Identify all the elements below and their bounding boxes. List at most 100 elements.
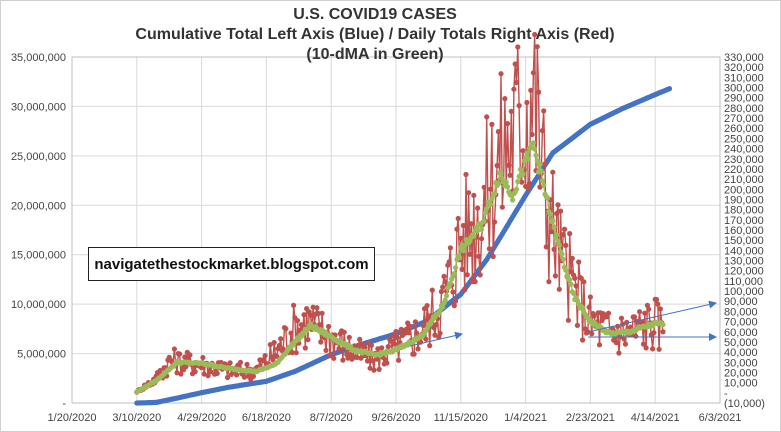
left-tick-label: 15,000,000 [11, 250, 66, 262]
data-point [354, 354, 360, 360]
data-point [462, 243, 468, 249]
data-point [519, 179, 525, 185]
data-point [556, 242, 562, 248]
data-point [305, 337, 311, 343]
right-tick-label: 190,000 [724, 194, 764, 206]
data-point [267, 342, 273, 348]
data-point [323, 347, 329, 353]
data-point [552, 273, 559, 279]
data-point [643, 345, 649, 351]
right-tick-label: 270,000 [724, 113, 764, 125]
data-point [414, 330, 420, 336]
right-tick-label: 220,000 [724, 164, 764, 176]
data-point [481, 218, 487, 224]
series-1 [134, 31, 666, 395]
data-point [513, 186, 520, 192]
data-point [488, 186, 494, 192]
data-point [503, 179, 509, 185]
data-point [533, 152, 539, 158]
data-point [237, 359, 244, 365]
data-point [530, 140, 537, 146]
data-point [530, 70, 537, 76]
data-point [513, 79, 520, 86]
plot-area-border [71, 56, 721, 404]
data-point [656, 346, 662, 352]
data-point [637, 309, 643, 315]
data-point [525, 185, 531, 191]
left-axis-ticks: - 5,000,000 10,000,000 15,000,000 20,000,000… [11, 52, 66, 410]
data-point [567, 277, 573, 283]
data-point [315, 310, 321, 317]
data-point [569, 255, 575, 261]
data-point [502, 96, 508, 102]
x-tick-label: 2/23/2021 [566, 412, 615, 424]
right-tick-label: 80,000 [724, 306, 758, 318]
data-point [276, 342, 282, 349]
data-point [515, 44, 521, 50]
data-point [192, 369, 198, 375]
data-point [574, 322, 581, 328]
data-point [453, 298, 459, 304]
data-point [367, 365, 373, 371]
data-point [524, 150, 530, 156]
data-point [396, 357, 402, 363]
data-point [270, 357, 276, 363]
right-tick-label: 90,000 [724, 296, 758, 308]
data-point [326, 323, 332, 330]
data-point [560, 256, 566, 262]
data-point [446, 259, 452, 265]
right-tick-label: 110,000 [724, 276, 763, 288]
right-tick-label: 100,000 [724, 286, 764, 298]
data-point [271, 339, 277, 346]
data-point [563, 267, 569, 273]
data-point [364, 358, 371, 364]
data-point [301, 312, 307, 318]
data-point [385, 344, 391, 350]
right-tick-label: 160,000 [724, 225, 764, 237]
x-tick-label: 9/26/2020 [372, 412, 421, 424]
data-point [462, 287, 468, 293]
x-tick-label: 4/14/2021 [631, 412, 680, 424]
left-tick-label: 35,000,000 [11, 52, 66, 64]
data-point [657, 306, 664, 312]
data-point [660, 322, 666, 328]
data-point [443, 293, 450, 299]
data-point [526, 180, 533, 186]
left-tick-label: 20,000,000 [11, 200, 66, 212]
data-point [466, 190, 472, 196]
data-point [291, 302, 297, 308]
right-tick-label: 70,000 [724, 317, 758, 329]
data-point [631, 314, 638, 320]
x-tick-label: 3/10/2020 [112, 412, 161, 424]
x-tick-label: 1/4/2021 [504, 412, 547, 424]
data-point [651, 330, 657, 336]
data-point [467, 251, 473, 257]
trend-arrow [587, 300, 717, 333]
data-point [346, 334, 352, 340]
data-point [201, 371, 207, 377]
data-point [541, 182, 547, 188]
data-point [484, 114, 490, 120]
data-point [517, 166, 524, 172]
data-point [384, 360, 390, 366]
data-point [567, 231, 573, 237]
data-point [478, 236, 485, 242]
data-point [551, 224, 557, 230]
data-point [508, 108, 514, 114]
data-point [580, 304, 586, 311]
data-point [371, 367, 377, 373]
data-point [454, 226, 460, 232]
data-point [499, 204, 505, 210]
data-point [525, 156, 531, 162]
right-tick-label: 260,000 [724, 123, 764, 135]
left-tick-label: 25,000,000 [11, 151, 66, 163]
right-tick-label: (10,000) [724, 398, 765, 410]
data-point [460, 248, 466, 254]
data-point [543, 244, 549, 250]
data-point [310, 304, 316, 310]
data-point [561, 226, 568, 232]
data-point [244, 361, 250, 367]
data-point [460, 222, 466, 229]
data-point [613, 340, 619, 346]
data-point [605, 310, 612, 316]
